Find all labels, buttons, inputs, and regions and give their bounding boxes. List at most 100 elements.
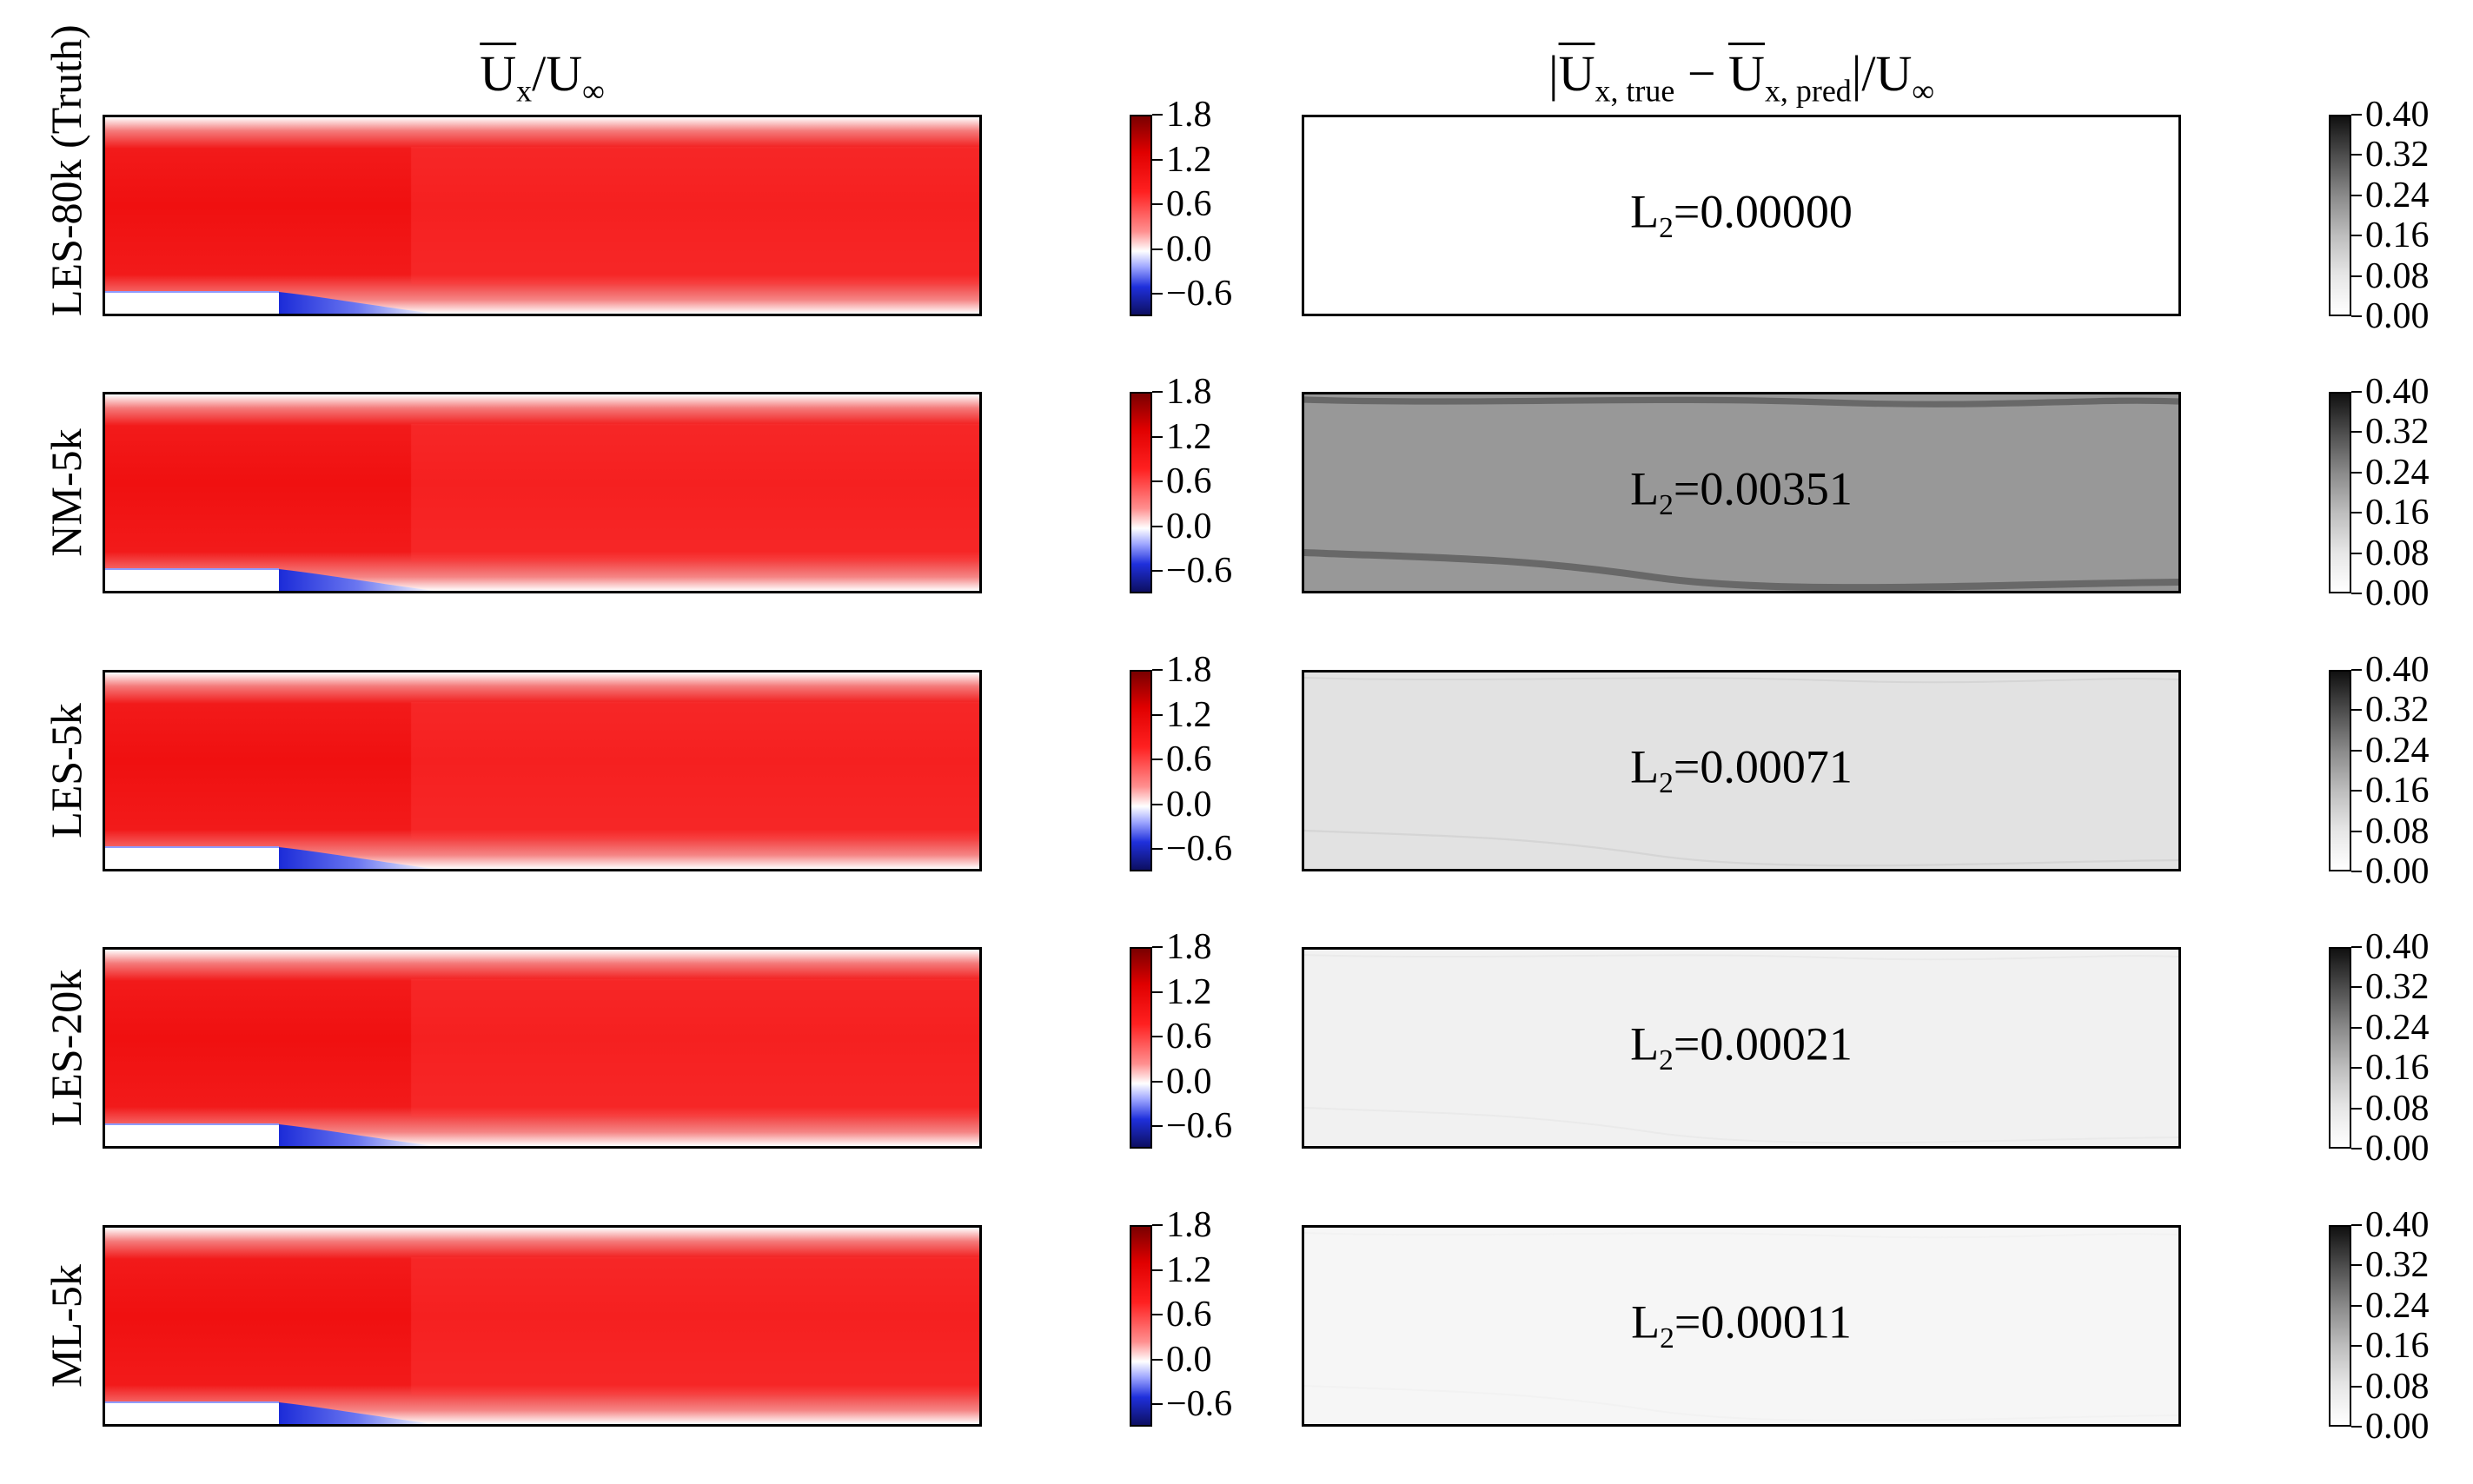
colorbar-tick-label: 0.16: [2365, 771, 2430, 812]
colorbar-tick: [2351, 391, 2362, 393]
colorbar-tick: [2351, 1426, 2362, 1428]
colorbar-tick: [1152, 946, 1163, 948]
colorbar-tick: [2351, 749, 2362, 752]
colorbar-tick: [1152, 1080, 1163, 1083]
error-shear-layer-bottom: [1304, 1385, 2178, 1422]
colorbar-tick-label: 0.6: [1166, 1017, 1212, 1057]
velocity-contour-plot: [105, 950, 979, 1146]
colorbar-tick-label: 0.08: [2365, 1088, 2430, 1129]
colorbar-tick: [1152, 158, 1163, 161]
colorbar-tick: [2351, 1026, 2362, 1029]
row-label: LES-20k: [42, 969, 90, 1127]
colorbar-tick-label: 0.32: [2365, 1245, 2430, 1286]
colorbar-tick: [2351, 315, 2362, 317]
colorbar-tick-label: 0.16: [2365, 1326, 2430, 1367]
colorbar-tick-label: −0.6: [1166, 829, 1233, 870]
colorbar-tick-label: 0.08: [2365, 811, 2430, 851]
colorbar-tick: [1152, 248, 1163, 250]
colorbar-tick: [2351, 669, 2362, 671]
colorbar-tick: [2351, 194, 2362, 196]
error-colorbar: [2329, 392, 2351, 593]
colorbar-tick-label: 0.00: [2365, 1407, 2430, 1447]
colorbar-tick: [1152, 713, 1163, 716]
colorbar-tick-label: 1.8: [1166, 650, 1212, 690]
colorbar-tick-label: 0.32: [2365, 135, 2430, 176]
colorbar-tick-label: 0.24: [2365, 452, 2430, 493]
velocity-field: [105, 117, 979, 314]
colorbar-tick-label: 1.2: [1166, 139, 1212, 180]
colorbar-tick: [2351, 830, 2362, 832]
row-label: ML-5k: [42, 1264, 90, 1388]
velocity-colorbar: [1130, 1225, 1152, 1427]
velocity-field: [105, 672, 979, 869]
colorbar-tick: [1152, 759, 1163, 761]
colorbar-tick-label: 1.8: [1166, 95, 1212, 135]
colorbar-tick: [2351, 1304, 2362, 1307]
colorbar-tick: [2351, 1264, 2362, 1267]
colorbar-tick-label: 0.32: [2365, 967, 2430, 1008]
colorbar-tick-label: 0.08: [2365, 255, 2430, 296]
error-contour-panel: L2=0.00000: [1302, 115, 2181, 316]
colorbar-tick: [2351, 471, 2362, 474]
colorbar-tick: [1152, 1036, 1163, 1038]
error-shear-layer-bottom: [1304, 548, 2178, 591]
colorbar-tick-label: 0.40: [2365, 95, 2430, 135]
colorbar-tick: [2351, 431, 2362, 434]
colorbar-tick-label: 0.0: [1166, 1339, 1212, 1380]
colorbar-tick: [1152, 480, 1163, 483]
colorbar-tick-label: 0.6: [1166, 739, 1212, 780]
colorbar-tick: [1152, 1125, 1163, 1128]
colorbar-tick: [2351, 1067, 2362, 1070]
error-contour-panel: L2=0.00071: [1302, 670, 2181, 871]
colorbar-tick-label: 0.40: [2365, 650, 2430, 690]
colorbar-tick-label: 0.16: [2365, 1048, 2430, 1089]
colorbar-tick-label: 0.24: [2365, 730, 2430, 771]
error-contour-plot: [1304, 117, 2178, 314]
colorbar-tick: [2351, 593, 2362, 594]
velocity-colorbar: [1130, 670, 1152, 871]
colorbar-tick-label: −0.6: [1166, 1384, 1233, 1425]
colorbar-tick-label: 0.00: [2365, 573, 2430, 613]
recirculation-zone: [279, 1124, 435, 1146]
colorbar-tick: [1152, 1358, 1163, 1361]
colorbar-tick: [1152, 990, 1163, 993]
error-colorbar: [2329, 670, 2351, 871]
error-colorbar: [2329, 947, 2351, 1149]
l2-error-label: L2=0.00351: [1630, 462, 1853, 522]
l2-error-label: L2=0.00021: [1630, 1017, 1853, 1077]
colorbar-tick: [2351, 1107, 2362, 1110]
colorbar-tick-label: 0.24: [2365, 1007, 2430, 1048]
wake-region: [411, 1256, 979, 1395]
colorbar-tick-label: 1.8: [1166, 1205, 1212, 1245]
error-contour-panel: L2=0.00351: [1302, 392, 2181, 593]
step-block: [105, 847, 279, 869]
colorbar-tick: [1152, 803, 1163, 805]
recirculation-zone: [279, 292, 435, 314]
row-label: LES-80k (Truth): [42, 24, 90, 316]
error-column-title: |Ux, true − Ux, pred|/U∞: [1548, 45, 1935, 109]
colorbar-tick: [1152, 1314, 1163, 1316]
recirculation-zone: [279, 569, 435, 591]
colorbar-tick-label: 0.0: [1166, 1061, 1212, 1102]
colorbar-tick-label: 1.2: [1166, 971, 1212, 1012]
colorbar-tick-label: 0.00: [2365, 1129, 2430, 1169]
colorbar-tick-label: 0.40: [2365, 372, 2430, 412]
velocity-colorbar: [1130, 947, 1152, 1149]
velocity-field: [105, 1228, 979, 1424]
error-colorbar: [2329, 1225, 2351, 1427]
colorbar-tick-label: 0.0: [1166, 506, 1212, 547]
error-contour-plot: [1304, 1228, 2178, 1424]
error-shear-layer-top: [1304, 954, 2178, 961]
colorbar-tick-label: 1.2: [1166, 694, 1212, 735]
row-label: NM-5k: [42, 428, 90, 557]
error-shear-layer-bottom: [1304, 829, 2178, 867]
wake-region: [411, 978, 979, 1117]
velocity-contour-plot: [105, 117, 979, 314]
colorbar-tick-label: 0.00: [2365, 296, 2430, 336]
colorbar-tick: [1152, 391, 1163, 393]
colorbar-tick: [2351, 154, 2362, 156]
colorbar-tick-label: 0.00: [2365, 851, 2430, 891]
colorbar-tick: [2351, 114, 2362, 116]
colorbar-tick: [1152, 293, 1163, 295]
